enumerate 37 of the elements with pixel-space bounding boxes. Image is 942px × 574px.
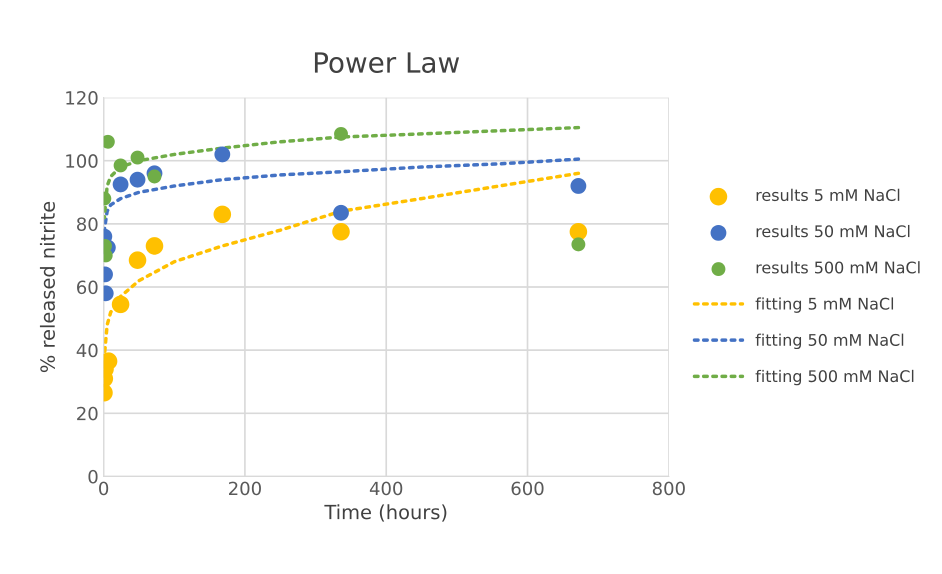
y-tick-label: 40 [76,344,98,358]
x-tick-label: 400 [370,482,402,496]
point [130,150,144,165]
point [332,222,350,241]
x-tick-label: 800 [652,482,685,496]
x-tick-label: 200 [229,482,261,496]
point [214,146,230,162]
y-tick-label: 0 [88,470,98,484]
point [148,170,162,184]
legend-label: results 50 mM NaCl [756,224,910,238]
legend-label: fitting 500 mM NaCl [756,370,914,386]
legend-label: fitting 5 mM NaCl [756,297,894,313]
point [112,176,128,192]
legend-label: fitting 50 mM NaCl [756,334,904,350]
point [130,172,146,188]
y-axis-title: % released nitrite [40,202,55,372]
point [570,178,586,194]
legend-label: results 500 mM NaCl [756,261,920,274]
x-axis-title: Time (hours) [324,504,446,522]
y-tick-label: 60 [77,280,98,294]
point [214,206,232,224]
legend-label: results 5 mM NaCl [756,188,900,202]
point [112,296,130,314]
point [114,158,128,172]
y-tick-label: 120 [66,91,98,105]
point [334,126,348,141]
chart-title: Power Law [314,52,460,73]
point [571,237,586,252]
x-tick-label: 600 [512,482,544,496]
point [146,237,164,255]
point [128,251,146,269]
y-tick-label: 80 [77,217,98,231]
point [570,222,588,241]
point [333,204,349,221]
y-tick-label: 100 [66,154,98,168]
x-tick-label: 0 [99,482,108,496]
y-tick-label: 20 [77,406,98,420]
